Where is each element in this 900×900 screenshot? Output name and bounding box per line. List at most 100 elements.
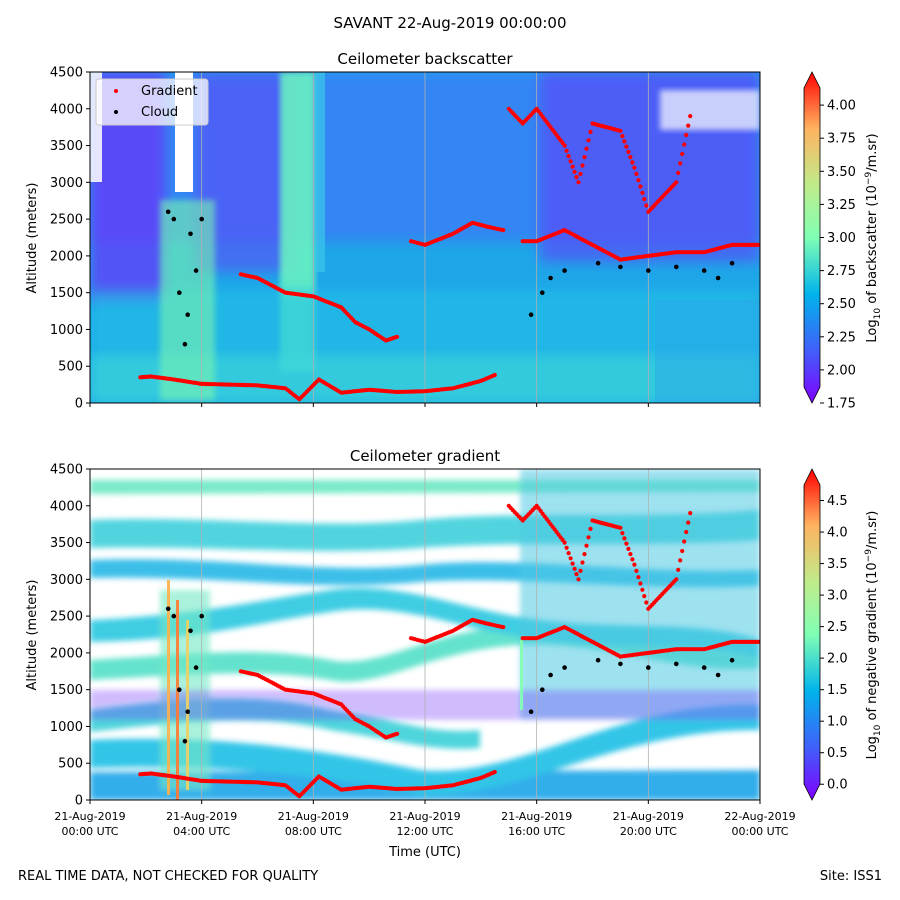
x-tick-time: 00:00 UTC	[61, 825, 118, 838]
gradient-point	[630, 160, 635, 165]
y-tick-label: 4000	[50, 499, 83, 514]
gradient-point	[684, 529, 689, 535]
gradient-point	[636, 178, 641, 183]
cloud-point	[715, 672, 721, 678]
gradient-point	[638, 581, 643, 586]
colorbar-tick-label: 1.0	[827, 715, 848, 730]
gradient-point	[580, 163, 585, 168]
y-tick-label: 0	[75, 794, 83, 809]
gradient-point	[642, 197, 647, 202]
y-tick-label: 1500	[50, 683, 83, 698]
gradient-point	[640, 587, 645, 592]
gradient-x-label: Time (UTC)	[388, 845, 461, 860]
x-tick-date: 22-Aug-2019	[724, 810, 795, 823]
legend-cloud-marker	[114, 110, 118, 114]
gradient-point	[564, 545, 569, 550]
cloud-point	[199, 216, 204, 222]
gradient-point	[492, 769, 497, 775]
backscatter-y-ticks: 0 500 1000 1500 2000 2500 3000 3500 4000 4500	[50, 66, 90, 412]
gradient-point	[586, 138, 591, 143]
gradient-point	[501, 228, 506, 233]
backscatter-y-label: Altitude (meters)	[25, 183, 40, 294]
gradient-y-label: Altitude (meters)	[25, 580, 40, 691]
gradient-point	[395, 731, 400, 736]
y-tick-label: 4000	[50, 102, 83, 117]
gradient-point	[584, 543, 589, 548]
gradient-point	[636, 575, 641, 580]
y-tick-label: 4500	[50, 463, 83, 478]
cloud-point	[595, 657, 601, 663]
gradient-gridlines	[201, 469, 649, 800]
colorbar-tick-label: 3.0	[827, 589, 848, 604]
gradient-point	[634, 568, 639, 574]
cloud-point	[540, 290, 545, 296]
gradient-point	[626, 546, 631, 552]
gradient-point	[582, 552, 587, 557]
y-tick-label: 500	[58, 757, 83, 772]
gradient-point	[634, 171, 639, 176]
gradient-point	[632, 165, 637, 170]
backscatter-colorbar-ticks: 1.75 2.00 2.25 2.50 2.75 3.00 3.25 3.50 3.75 4.00	[820, 99, 856, 412]
cloud-point	[674, 264, 679, 270]
x-tick-date: 21-Aug-2019	[278, 810, 349, 823]
gradient-point	[395, 334, 400, 339]
cloud-point	[193, 268, 199, 273]
gradient-point	[622, 139, 627, 144]
backscatter-x-ticks	[89, 403, 761, 407]
cloud-point	[177, 290, 182, 296]
gradient-point	[568, 556, 573, 561]
cloud-point	[618, 661, 623, 667]
gradient-point	[686, 123, 691, 128]
colorbar-tick-label: 3.5	[827, 557, 848, 572]
gradient-point	[618, 525, 623, 530]
legend-box	[95, 78, 209, 126]
colorbar-tick-label: 2.75	[827, 264, 856, 279]
backscatter-gridlines	[201, 72, 649, 403]
colorbar-tick-label: 1.75	[827, 397, 856, 412]
gradient-point	[568, 159, 573, 164]
colorbar-tick-label: 2.5	[827, 620, 848, 635]
gradient-point	[588, 129, 593, 134]
cloud-point	[646, 268, 651, 273]
y-tick-label: 3000	[50, 573, 83, 588]
x-tick-time: 04:00 UTC	[173, 825, 230, 838]
x-tick-date: 21-Aug-2019	[501, 810, 572, 823]
gradient-point	[562, 143, 567, 148]
cloud-point	[701, 268, 707, 273]
colorbar-tick-label: 2.25	[827, 330, 856, 345]
cloud-point	[618, 264, 623, 270]
backscatter-colorbar-label: Log10 of backscatter (10−9/m.sr)	[864, 133, 883, 342]
gradient-point	[618, 128, 623, 133]
gradient-colorbar: 0.0 0.5 1.0 1.5 2.0 2.5 3.0 3.5 4.0 4.5 Log10 of …	[803, 468, 883, 801]
gradient-point	[630, 557, 635, 562]
y-tick-label: 2000	[50, 249, 83, 264]
gradient-colorbar-ticks: 0.0 0.5 1.0 1.5 2.0 2.5 3.0 3.5 4.0 4.5	[820, 494, 848, 793]
gradient-gradient-points	[138, 503, 760, 799]
gradient-point	[574, 175, 579, 180]
gradient-point	[566, 551, 571, 556]
cloud-point	[188, 628, 193, 634]
gradient-point	[564, 148, 569, 153]
cloud-point	[540, 687, 545, 692]
cloud-point	[171, 613, 177, 619]
legend-cloud-label: Cloud	[141, 105, 178, 120]
colorbar-tick-label: 2.00	[827, 363, 856, 378]
gradient-point	[686, 520, 691, 525]
backscatter-panel: Ceilometer backscatter 0 500 1000 1500 2000 2…	[25, 50, 883, 412]
y-tick-label: 2500	[50, 610, 83, 625]
cloud-point	[729, 657, 735, 663]
x-tick-time: 00:00 UTC	[731, 825, 788, 838]
cloud-point	[182, 341, 188, 347]
gradient-panel: Ceilometer gradient	[25, 447, 883, 860]
gradient-point	[588, 526, 593, 532]
cloud-point	[165, 606, 171, 612]
x-tick-time: 16:00 UTC	[508, 825, 565, 838]
gradient-x-ticks: 21-Aug-2019 00:00 UTC 21-Aug-2019 04:00 UTC…	[54, 800, 796, 838]
backscatter-gradient-points	[138, 106, 760, 402]
legend-gradient-label: Gradient	[141, 84, 198, 99]
gradient-point	[638, 184, 643, 189]
gradient-point	[632, 562, 637, 567]
gradient-point	[682, 539, 687, 544]
gradient-title: Ceilometer gradient	[350, 447, 500, 465]
